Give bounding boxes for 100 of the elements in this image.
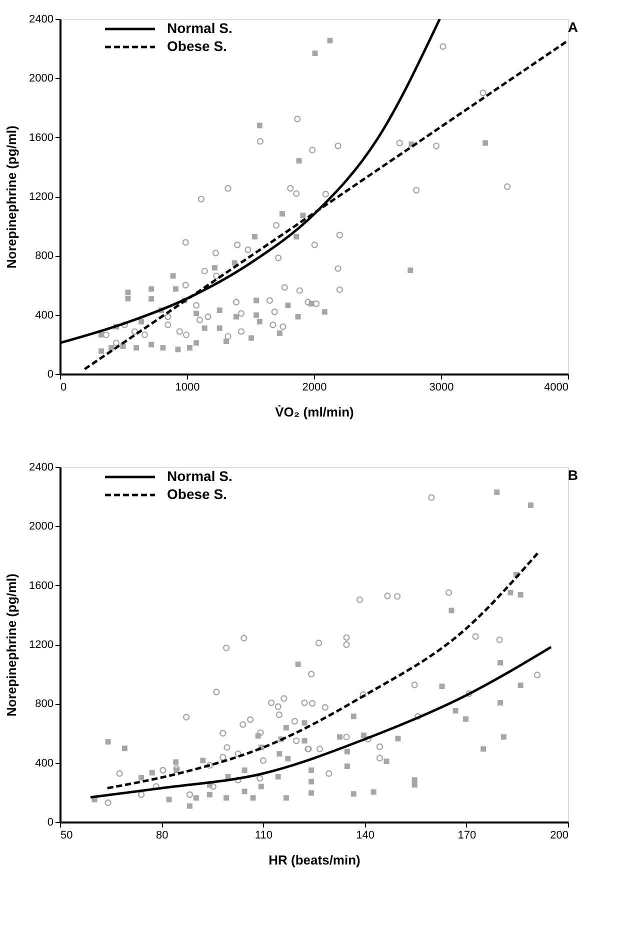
point [194,340,200,346]
point [285,302,291,308]
point [504,183,511,190]
y-tick-label: 0 [47,368,54,380]
point [212,265,218,271]
point [384,758,390,764]
point [395,736,401,742]
point [428,494,435,501]
point [274,254,282,262]
point [220,730,226,737]
point [202,325,208,331]
legend-label: Normal S. [167,20,232,36]
point [302,738,308,744]
point [141,331,148,338]
point [327,38,333,44]
point [256,122,262,128]
point [316,746,324,752]
point [301,699,308,706]
point [234,314,240,320]
point [266,297,274,304]
point [295,662,301,668]
point [164,322,172,328]
point [182,282,189,288]
point [534,672,541,678]
point [466,690,472,697]
point [252,234,258,240]
point [482,140,488,146]
point [308,778,314,784]
point [412,782,418,788]
point [98,348,104,354]
point [291,718,298,725]
point [280,211,285,217]
point [293,190,300,197]
point [240,721,246,728]
point [334,142,342,150]
point [308,700,316,707]
x-axis-title: V̇O₂ (ml/min) [275,404,354,420]
point [160,766,166,774]
point [452,708,458,714]
point [364,736,372,742]
point [232,298,240,306]
point [234,776,242,784]
point [234,242,241,248]
point [182,714,190,720]
point [344,763,350,769]
y-tick-label: 2400 [29,14,54,26]
point [350,791,356,797]
point [414,713,422,720]
point [308,670,315,678]
x-tick-label: 0 [60,382,67,394]
point [234,750,242,758]
point [131,328,138,335]
x-tick-label: 170 [458,830,476,842]
point [257,729,264,736]
point [164,313,172,320]
point [296,287,303,294]
point [413,186,420,194]
point [242,788,248,794]
point [448,608,454,614]
point [445,589,452,596]
point [138,791,145,798]
y-tick-label: 1600 [29,132,54,144]
point [408,268,414,274]
line-series [106,552,539,790]
point [528,502,534,508]
point [276,330,282,336]
y-axis-title: Norepinephrine (pg/ml) [4,126,20,268]
x-axis-title: HR (beats/min) [268,852,360,868]
point [173,759,179,765]
point [224,185,232,192]
point [295,314,301,320]
point [411,682,418,688]
point [112,340,120,346]
point [216,308,222,313]
point [149,770,155,776]
point [343,634,350,641]
point [250,795,256,801]
point [166,796,172,802]
x-tick-label: 1000 [175,382,200,394]
point [360,691,366,698]
point [224,333,232,340]
point [276,711,282,718]
point [254,298,260,304]
point [138,318,144,324]
point [182,239,189,246]
point [283,795,289,801]
point [274,703,282,710]
point [322,309,328,315]
point [440,43,446,50]
point [361,732,367,738]
y-axis-title: Norepinephrine (pg/ml) [4,574,20,716]
point [308,790,314,796]
x-tick-label: 200 [550,830,568,842]
point [343,641,350,648]
x-tick-label: 2000 [302,382,327,394]
point [116,770,123,777]
point [272,222,280,229]
point [121,322,128,328]
x-tick-label: 3000 [429,382,454,394]
point [210,783,216,790]
